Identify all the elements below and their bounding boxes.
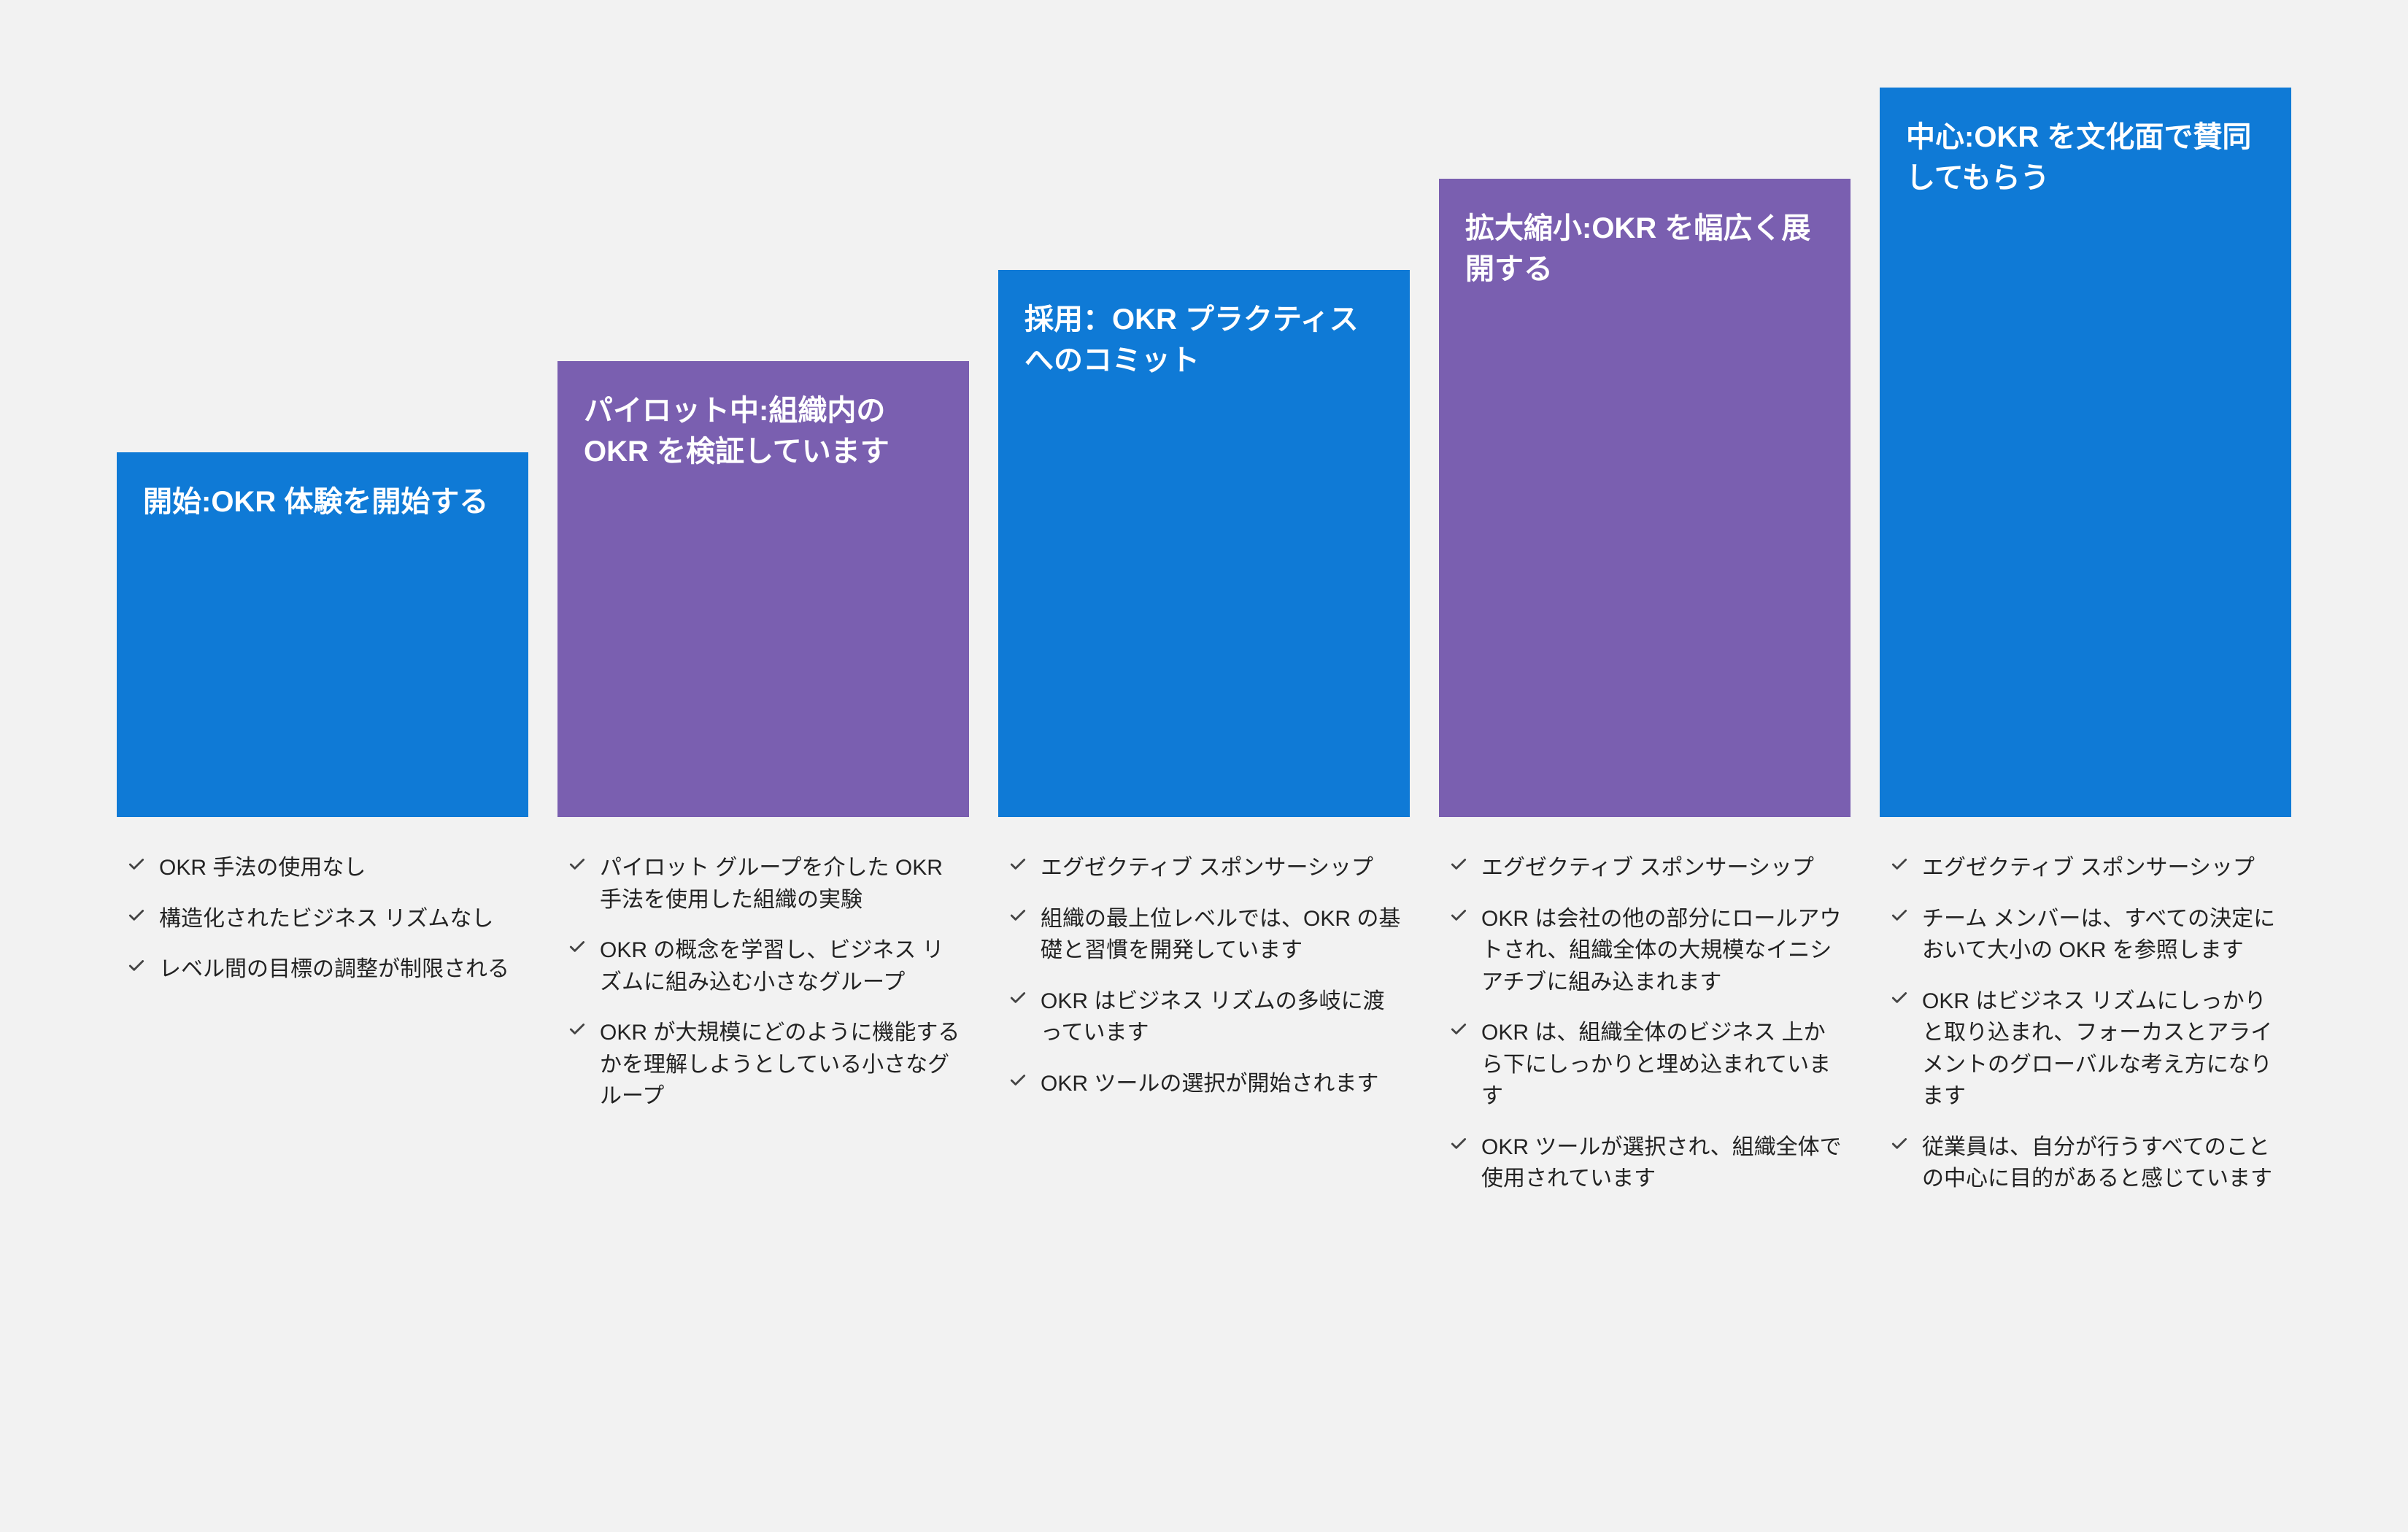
bullet-text: 構造化されたビジネス リズムなし xyxy=(159,903,493,935)
step-header-area: 開始:OKR 体験を開始する xyxy=(117,88,528,817)
bullet-text: OKR は、組織全体のビジネス 上から下にしっかりと埋め込まれています xyxy=(1481,1017,1842,1113)
check-icon xyxy=(1888,854,1910,875)
check-icon xyxy=(1448,905,1470,926)
step-header-pilot: パイロット中:組織内の OKR を検証しています xyxy=(557,361,969,817)
check-icon xyxy=(1007,1069,1029,1091)
bullet-item: OKR は会社の他の部分にロールアウトされ、組織全体の大規模なイニシアチブに組み… xyxy=(1448,903,1842,999)
bullet-text: 組織の最上位レベルでは、OKR の基礎と習慣を開発しています xyxy=(1041,903,1401,967)
bullet-text: エグゼクティブ スポンサーシップ xyxy=(1481,852,1814,884)
step-bullets-start: OKR 手法の使用なし構造化されたビジネス リズムなしレベル間の目標の調整が制限… xyxy=(117,817,528,1444)
okr-maturity-step-chart: 開始:OKR 体験を開始するOKR 手法の使用なし構造化されたビジネス リズムな… xyxy=(117,88,2291,1444)
step-header-adopt: 採用：OKR プラクティスへのコミット xyxy=(998,270,1410,817)
check-icon xyxy=(1007,905,1029,926)
step-column-center: 中心:OKR を文化面で賛同してもらうエグゼクティブ スポンサーシップチーム メ… xyxy=(1880,88,2291,1444)
bullet-item: OKR はビジネス リズムにしっかりと取り込まれ、フォーカスとアライメントのグロ… xyxy=(1888,986,2282,1113)
check-icon xyxy=(1888,1133,1910,1155)
check-icon xyxy=(1448,1018,1470,1040)
bullet-item: エグゼクティブ スポンサーシップ xyxy=(1888,852,2282,884)
bullet-text: OKR はビジネス リズムにしっかりと取り込まれ、フォーカスとアライメントのグロ… xyxy=(1922,986,2282,1113)
bullet-text: エグゼクティブ スポンサーシップ xyxy=(1041,852,1373,884)
bullet-item: 構造化されたビジネス リズムなし xyxy=(126,903,520,935)
check-icon xyxy=(1448,1133,1470,1155)
step-column-start: 開始:OKR 体験を開始するOKR 手法の使用なし構造化されたビジネス リズムな… xyxy=(117,88,528,1444)
step-header-area: パイロット中:組織内の OKR を検証しています xyxy=(557,88,969,817)
bullet-item: パイロット グループを介した OKR 手法を使用した組織の実験 xyxy=(566,852,960,916)
step-bullets-adopt: エグゼクティブ スポンサーシップ組織の最上位レベルでは、OKR の基礎と習慣を開… xyxy=(998,817,1410,1444)
check-icon xyxy=(1888,905,1910,926)
step-bullets-scale: エグゼクティブ スポンサーシップ OKR は会社の他の部分にロールアウトされ、組織… xyxy=(1439,817,1851,1444)
bullet-item: 従業員は、自分が行うすべてのことの中心に目的があると感じています xyxy=(1888,1131,2282,1195)
bullet-item: OKR ツールが選択され、組織全体で使用されています xyxy=(1448,1131,1842,1195)
step-header-start: 開始:OKR 体験を開始する xyxy=(117,452,528,817)
bullet-item: チーム メンバーは、すべての決定において大小の OKR を参照します xyxy=(1888,903,2282,967)
check-icon xyxy=(1007,987,1029,1009)
bullet-text: 従業員は、自分が行うすべてのことの中心に目的があると感じています xyxy=(1922,1131,2282,1195)
check-icon xyxy=(126,905,147,926)
bullet-item: エグゼクティブ スポンサーシップ xyxy=(1448,852,1842,884)
bullet-item: OKR ツールの選択が開始されます xyxy=(1007,1068,1401,1100)
bullet-item: エグゼクティブ スポンサーシップ xyxy=(1007,852,1401,884)
check-icon xyxy=(126,955,147,977)
check-icon xyxy=(1448,854,1470,875)
check-icon xyxy=(1007,854,1029,875)
step-header-center: 中心:OKR を文化面で賛同してもらう xyxy=(1880,88,2291,817)
bullet-text: チーム メンバーは、すべての決定において大小の OKR を参照します xyxy=(1922,903,2282,967)
bullet-text: OKR の概念を学習し、ビジネス リズムに組み込む小さなグループ xyxy=(600,935,960,998)
bullet-text: レベル間の目標の調整が制限される xyxy=(159,953,509,986)
bullet-text: OKR 手法の使用なし xyxy=(159,852,366,884)
bullet-text: OKR ツールの選択が開始されます xyxy=(1041,1068,1378,1100)
step-header-scale: 拡大縮小:OKR を幅広く展開する xyxy=(1439,179,1851,817)
check-icon xyxy=(1888,987,1910,1009)
bullet-item: OKR の概念を学習し、ビジネス リズムに組み込む小さなグループ xyxy=(566,935,960,998)
bullet-item: 組織の最上位レベルでは、OKR の基礎と習慣を開発しています xyxy=(1007,903,1401,967)
step-header-area: 採用：OKR プラクティスへのコミット xyxy=(998,88,1410,817)
bullet-text: OKR ツールが選択され、組織全体で使用されています xyxy=(1481,1131,1842,1195)
step-header-area: 拡大縮小:OKR を幅広く展開する xyxy=(1439,88,1851,817)
bullet-text: OKR が大規模にどのように機能するかを理解しようとしている小さなグループ xyxy=(600,1017,960,1113)
check-icon xyxy=(566,854,588,875)
bullet-item: OKR は、組織全体のビジネス 上から下にしっかりと埋め込まれています xyxy=(1448,1017,1842,1113)
check-icon xyxy=(566,1018,588,1040)
bullet-item: レベル間の目標の調整が制限される xyxy=(126,953,520,986)
step-header-area: 中心:OKR を文化面で賛同してもらう xyxy=(1880,88,2291,817)
bullet-text: OKR は会社の他の部分にロールアウトされ、組織全体の大規模なイニシアチブに組み… xyxy=(1481,903,1842,999)
step-column-scale: 拡大縮小:OKR を幅広く展開するエグゼクティブ スポンサーシップ OKR は会社… xyxy=(1439,88,1851,1444)
bullet-item: OKR が大規模にどのように機能するかを理解しようとしている小さなグループ xyxy=(566,1017,960,1113)
step-bullets-pilot: パイロット グループを介した OKR 手法を使用した組織の実験 OKR の概念を学… xyxy=(557,817,969,1444)
bullet-text: OKR はビジネス リズムの多岐に渡っています xyxy=(1041,986,1401,1049)
step-bullets-center: エグゼクティブ スポンサーシップチーム メンバーは、すべての決定において大小の … xyxy=(1880,817,2291,1444)
bullet-text: パイロット グループを介した OKR 手法を使用した組織の実験 xyxy=(600,852,960,916)
check-icon xyxy=(126,854,147,875)
bullet-item: OKR 手法の使用なし xyxy=(126,852,520,884)
check-icon xyxy=(566,936,588,958)
bullet-text: エグゼクティブ スポンサーシップ xyxy=(1922,852,2255,884)
step-column-adopt: 採用：OKR プラクティスへのコミットエグゼクティブ スポンサーシップ組織の最上… xyxy=(998,88,1410,1444)
bullet-item: OKR はビジネス リズムの多岐に渡っています xyxy=(1007,986,1401,1049)
step-column-pilot: パイロット中:組織内の OKR を検証していますパイロット グループを介した O… xyxy=(557,88,969,1444)
